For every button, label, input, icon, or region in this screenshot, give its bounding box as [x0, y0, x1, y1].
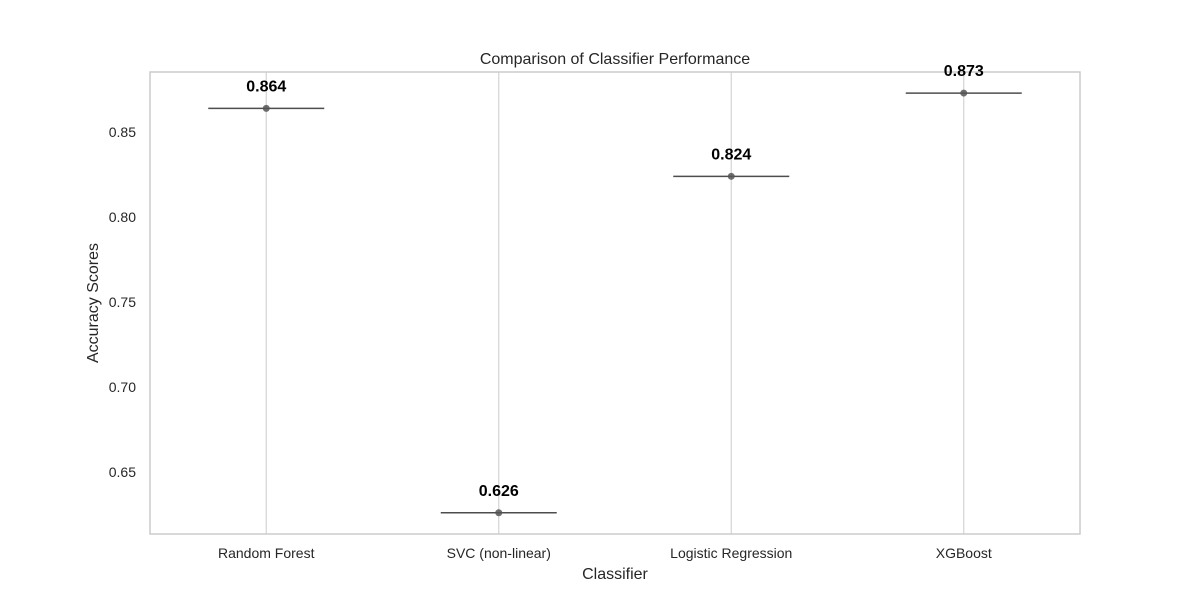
y-tick-label: 0.65 [109, 464, 136, 480]
x-tick-label: Random Forest [218, 545, 315, 561]
y-tick-label: 0.80 [109, 209, 136, 225]
x-tick-label: Logistic Regression [670, 545, 792, 561]
x-axis-label: Classifier [582, 566, 648, 583]
y-tick-label: 0.70 [109, 379, 136, 395]
x-tick-label: XGBoost [936, 545, 992, 561]
value-label: 0.824 [711, 146, 751, 163]
x-tick-label: SVC (non-linear) [447, 545, 551, 561]
plot-frame [149, 71, 1081, 535]
y-axis-ticks: 0.65 0.70 0.75 0.80 0.85 [109, 124, 136, 480]
data-point [727, 172, 735, 180]
chart-title: Comparison of Classifier Performance [480, 51, 750, 68]
grid-layer [265, 72, 965, 534]
y-axis-label: Accuracy Scores [85, 243, 102, 363]
y-tick-label: 0.75 [109, 294, 136, 310]
data-point [262, 104, 270, 112]
data-point [495, 509, 503, 517]
data-point [960, 89, 968, 97]
value-label: 0.873 [944, 63, 984, 80]
marks-layer: 0.864 0.626 0.824 0.873 [208, 63, 1022, 517]
value-label: 0.864 [246, 78, 286, 95]
x-axis-ticks: Random Forest SVC (non-linear) Logistic Re… [218, 545, 992, 561]
value-label: 0.626 [479, 483, 519, 500]
y-tick-label: 0.85 [109, 124, 136, 140]
